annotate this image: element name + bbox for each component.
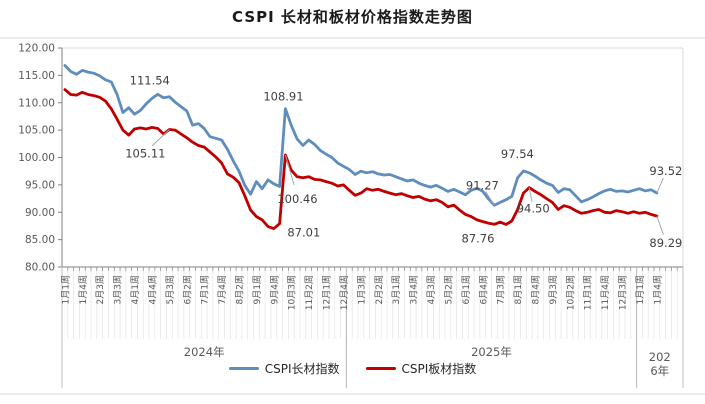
x-axis-labels: 1月1周 1月4周 2月3周 3月3周 4月1周 4月4周 5月3周 6月2周 7月1周 7月4周… (60, 275, 663, 310)
legend-label-long: CSPI长材指数 (264, 362, 340, 376)
x-axis-week-label: 7月4周 (217, 275, 228, 304)
x-axis-week-label: 8月2周 (235, 275, 246, 304)
annotation-leader-line (485, 191, 495, 206)
year-label: 6年 (650, 364, 669, 378)
plate-series-swatch (365, 367, 396, 370)
y-axis-tick-label: 120.00 (18, 43, 55, 55)
x-axis-week-label: 11月4周 (600, 275, 611, 310)
x-axis-week-label: 3月3周 (113, 275, 124, 304)
x-axis-week-label: 1月4周 (78, 275, 89, 304)
chart-legend: CSPI长材指数 CSPI板材指数 (0, 360, 705, 377)
x-axis-week-label: 2月2周 (374, 275, 385, 304)
annotation-leader-line (656, 177, 664, 194)
series-line-cspi-long (63, 64, 659, 207)
x-axis-week-label: 12月3周 (618, 275, 629, 310)
annotation-value-label: 89.29 (649, 236, 682, 250)
x-axis-week-label: 12月1周 (322, 275, 333, 310)
x-axis-week-label: 7月1周 (200, 275, 211, 304)
x-axis-week-label: 8月1周 (513, 275, 524, 304)
annotation-value-label: 108.91 (263, 90, 303, 104)
x-axis-week-label: 2月3周 (95, 275, 106, 304)
y-axis-tick-label: 115.00 (18, 70, 55, 82)
x-axis-week-label: 6月4周 (478, 275, 489, 304)
x-axis (61, 266, 684, 339)
x-axis-week-label: 1月1周 (60, 275, 71, 304)
annotation-value-label: 93.52 (649, 164, 682, 178)
series-line-cspi-plate (63, 88, 659, 231)
legend-item-long: CSPI长材指数 (228, 360, 340, 377)
x-axis-week-label: 11月1周 (583, 275, 594, 310)
x-axis-week-label: 12月4周 (339, 275, 350, 310)
annotation-value-label: 91.27 (466, 178, 499, 192)
y-axis-tick-label: 110.00 (18, 97, 55, 109)
annotation-value-label: 111.54 (130, 73, 170, 87)
x-axis-week-label: 11月2周 (304, 275, 315, 310)
y-axis-tick-label: 90.00 (25, 207, 55, 219)
x-axis-week-label: 10月3周 (287, 275, 298, 310)
annotation-value-label: 100.46 (277, 192, 317, 206)
legend-item-plate: CSPI板材指数 (365, 360, 477, 377)
y-axis-tick-label: 80.00 (25, 262, 55, 274)
x-axis-week-label: 6月2周 (182, 275, 193, 304)
annotation-leader-line (284, 154, 295, 186)
annotation-value-label: 87.01 (287, 226, 320, 240)
y-axis-tick-label: 95.00 (25, 179, 55, 191)
annotation-leader-line (528, 187, 533, 202)
x-axis-week-label: 8月4周 (531, 275, 542, 304)
year-label: 2024年 (184, 345, 225, 359)
x-axis-week-label: 1月1周 (635, 275, 646, 304)
x-axis-week-label: 5月2周 (443, 275, 454, 304)
x-axis-week-label: 7月3周 (496, 275, 507, 304)
annotation-value-label: 97.54 (501, 147, 534, 161)
x-axis-week-label: 4月1周 (130, 275, 141, 304)
x-axis-week-label: 4月4周 (147, 275, 158, 304)
x-axis-week-label: 3月4周 (409, 275, 420, 304)
x-axis-week-label: 9月4周 (269, 275, 280, 304)
x-axis-week-label: 6月1周 (461, 275, 472, 304)
x-axis-week-label: 5月3周 (165, 275, 176, 304)
long-series-swatch (228, 367, 259, 370)
year-label: 202 (649, 350, 671, 364)
annotation-value-label: 94.50 (517, 202, 550, 216)
x-axis-week-label: 1月3周 (356, 275, 367, 304)
x-axis-week-label: 9月3周 (548, 275, 559, 304)
x-axis-week-label: 9月1周 (252, 275, 263, 304)
annotation-leader-line (151, 129, 170, 147)
y-axis-tick-label: 105.00 (18, 125, 55, 137)
x-axis-week-label: 4月3周 (426, 275, 437, 304)
x-axis-week-label: 3月1周 (391, 275, 402, 304)
y-axis-tick-label: 100.00 (18, 152, 55, 164)
annotation-value-label: 87.76 (462, 232, 495, 246)
x-axis-week-label: 1月4周 (652, 275, 663, 304)
y-axis: 120.00 115.00 110.00 105.00 100.00 95.00 90.00… (18, 43, 63, 274)
year-label: 2025年 (471, 345, 512, 359)
annotations: 111.54 105.11 108.91 100.46 87.01 91.27 97.54 9… (125, 73, 682, 250)
chart-title: CSPI 长材和板材价格指数走势图 (232, 8, 473, 26)
y-axis-tick-label: 85.00 (25, 234, 55, 246)
annotation-value-label: 105.11 (125, 147, 165, 161)
annotation-leader-line (656, 215, 664, 235)
legend-label-plate: CSPI板材指数 (401, 362, 477, 376)
x-axis-week-label: 10月2周 (565, 275, 576, 310)
